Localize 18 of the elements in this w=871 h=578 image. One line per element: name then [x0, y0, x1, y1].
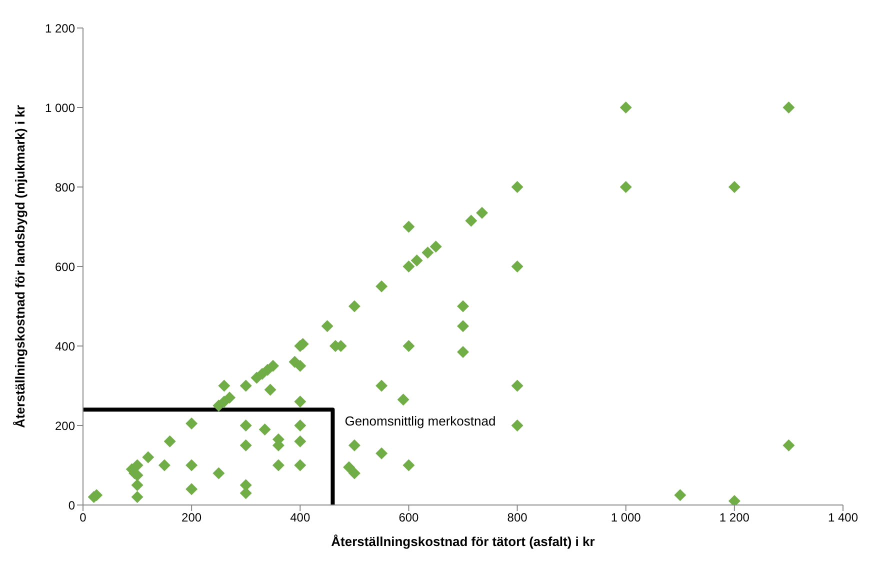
y-axis-title: Återställningskostnad för landsbygd (mjukmark) i kr	[12, 105, 28, 428]
y-tick-label: 1 000	[44, 100, 76, 115]
x-tick-label: 1 000	[610, 510, 642, 525]
x-axis-title: Återställningskostnad för tätort (asfalt) i kr	[331, 534, 595, 549]
x-tick-label: 200	[182, 510, 202, 525]
y-tick-label: 600	[54, 260, 76, 274]
y-tick-label: 400	[54, 339, 76, 354]
y-tick-label: 0	[68, 498, 76, 512]
y-tick-label: 800	[54, 180, 76, 194]
x-tick-label: 800	[507, 510, 528, 525]
x-tick-label: 1 400	[828, 510, 858, 525]
series-label: Genomsnittlig merkostnad	[344, 414, 496, 429]
x-tick-label: 600	[398, 510, 420, 525]
y-tick-label: 200	[54, 418, 76, 433]
x-tick-label: 1 200	[719, 510, 750, 525]
y-tick-label: 1 200	[44, 21, 76, 36]
x-tick-label: 0	[80, 510, 87, 525]
x-tick-label: 400	[290, 510, 310, 525]
